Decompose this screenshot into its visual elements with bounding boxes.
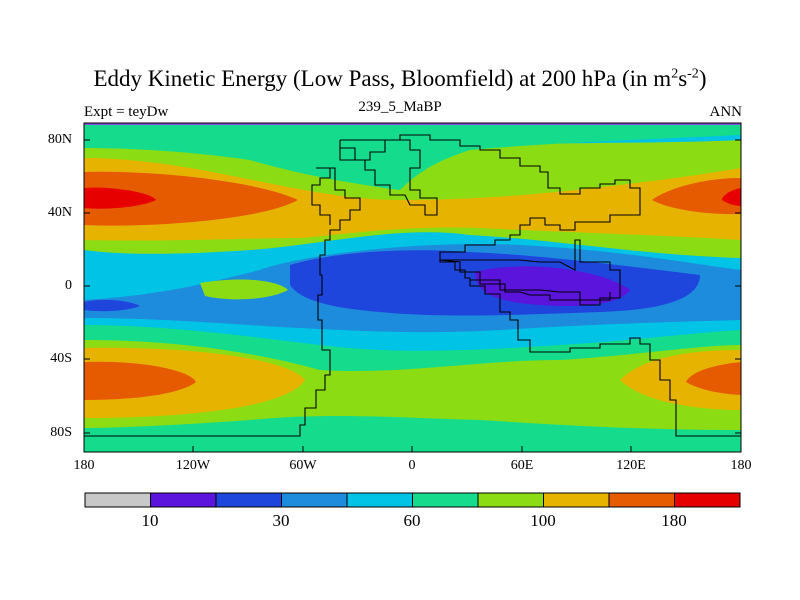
colorbar-label-60: 60 [403, 511, 421, 530]
contour-north-red-west [84, 187, 156, 209]
contour-west-green [200, 279, 288, 300]
season-label: ANN [709, 104, 743, 120]
x-tick-180e: 180 [730, 458, 752, 473]
contour-south-polar [84, 428, 741, 452]
x-tick-60w: 60W [289, 458, 317, 473]
contour-north-polar [84, 123, 741, 190]
colorbar-swatch-4 [346, 492, 413, 508]
plot-title: Eddy Kinetic Energy (Low Pass, Bloomfiel… [93, 66, 707, 91]
x-tick-120e: 120E [616, 458, 646, 473]
coastline-arctic [339, 139, 438, 216]
contour-north-orange-west [84, 171, 298, 226]
contour-north-red-east [722, 188, 741, 206]
colorbar-label-100: 100 [530, 511, 556, 530]
contour-west-blue [84, 299, 140, 312]
colorbar-swatch-0 [84, 492, 151, 508]
y-tick-80n: 80N [47, 132, 72, 147]
contour-eq-violet [475, 266, 630, 307]
colorbar-swatch-7 [543, 492, 610, 508]
top-edge-strip [84, 123, 741, 125]
y-tick-80s: 80S [50, 425, 72, 440]
colorbar-swatch-1 [150, 492, 217, 508]
contour-north-orange-east [652, 178, 741, 215]
y-tick-0: 0 [65, 278, 72, 293]
coastline-nw [311, 167, 331, 225]
contour-north-yellow [84, 158, 741, 241]
experiment-label: Expt = teyDw [84, 104, 169, 120]
colorbar-swatch-5 [412, 492, 479, 508]
colorbar-swatch-3 [281, 492, 348, 508]
contour-field [84, 123, 741, 452]
coastline-interior [470, 279, 611, 301]
colorbar-swatch-8 [608, 492, 675, 508]
contour-south-yellow-east [620, 350, 741, 410]
contour-south-orange-west [84, 361, 196, 400]
coastline-central [84, 167, 361, 437]
colorbar [84, 492, 741, 508]
colorbar-label-180: 180 [661, 511, 687, 530]
tick-marks [83, 139, 742, 452]
colorbar-swatch-6 [477, 492, 544, 508]
colorbar-swatch-9 [674, 492, 741, 508]
y-tick-40s: 40S [50, 351, 72, 366]
coastlines [84, 134, 741, 437]
x-tick-60e: 60E [510, 458, 534, 473]
colorbar-label-10: 10 [141, 511, 159, 530]
colorbar-label-30: 30 [272, 511, 290, 530]
x-tick-0: 0 [408, 458, 416, 473]
case-label: 239_5_MaBP [358, 99, 442, 115]
y-tick-40n: 40N [47, 205, 72, 220]
contour-south-orange-east [686, 362, 741, 395]
x-tick-120w: 120W [175, 458, 211, 473]
colorbar-swatch-2 [215, 492, 282, 508]
x-tick-180w: 180 [73, 458, 95, 473]
coastline-east-basin [439, 239, 621, 306]
coastline-north [339, 134, 741, 437]
